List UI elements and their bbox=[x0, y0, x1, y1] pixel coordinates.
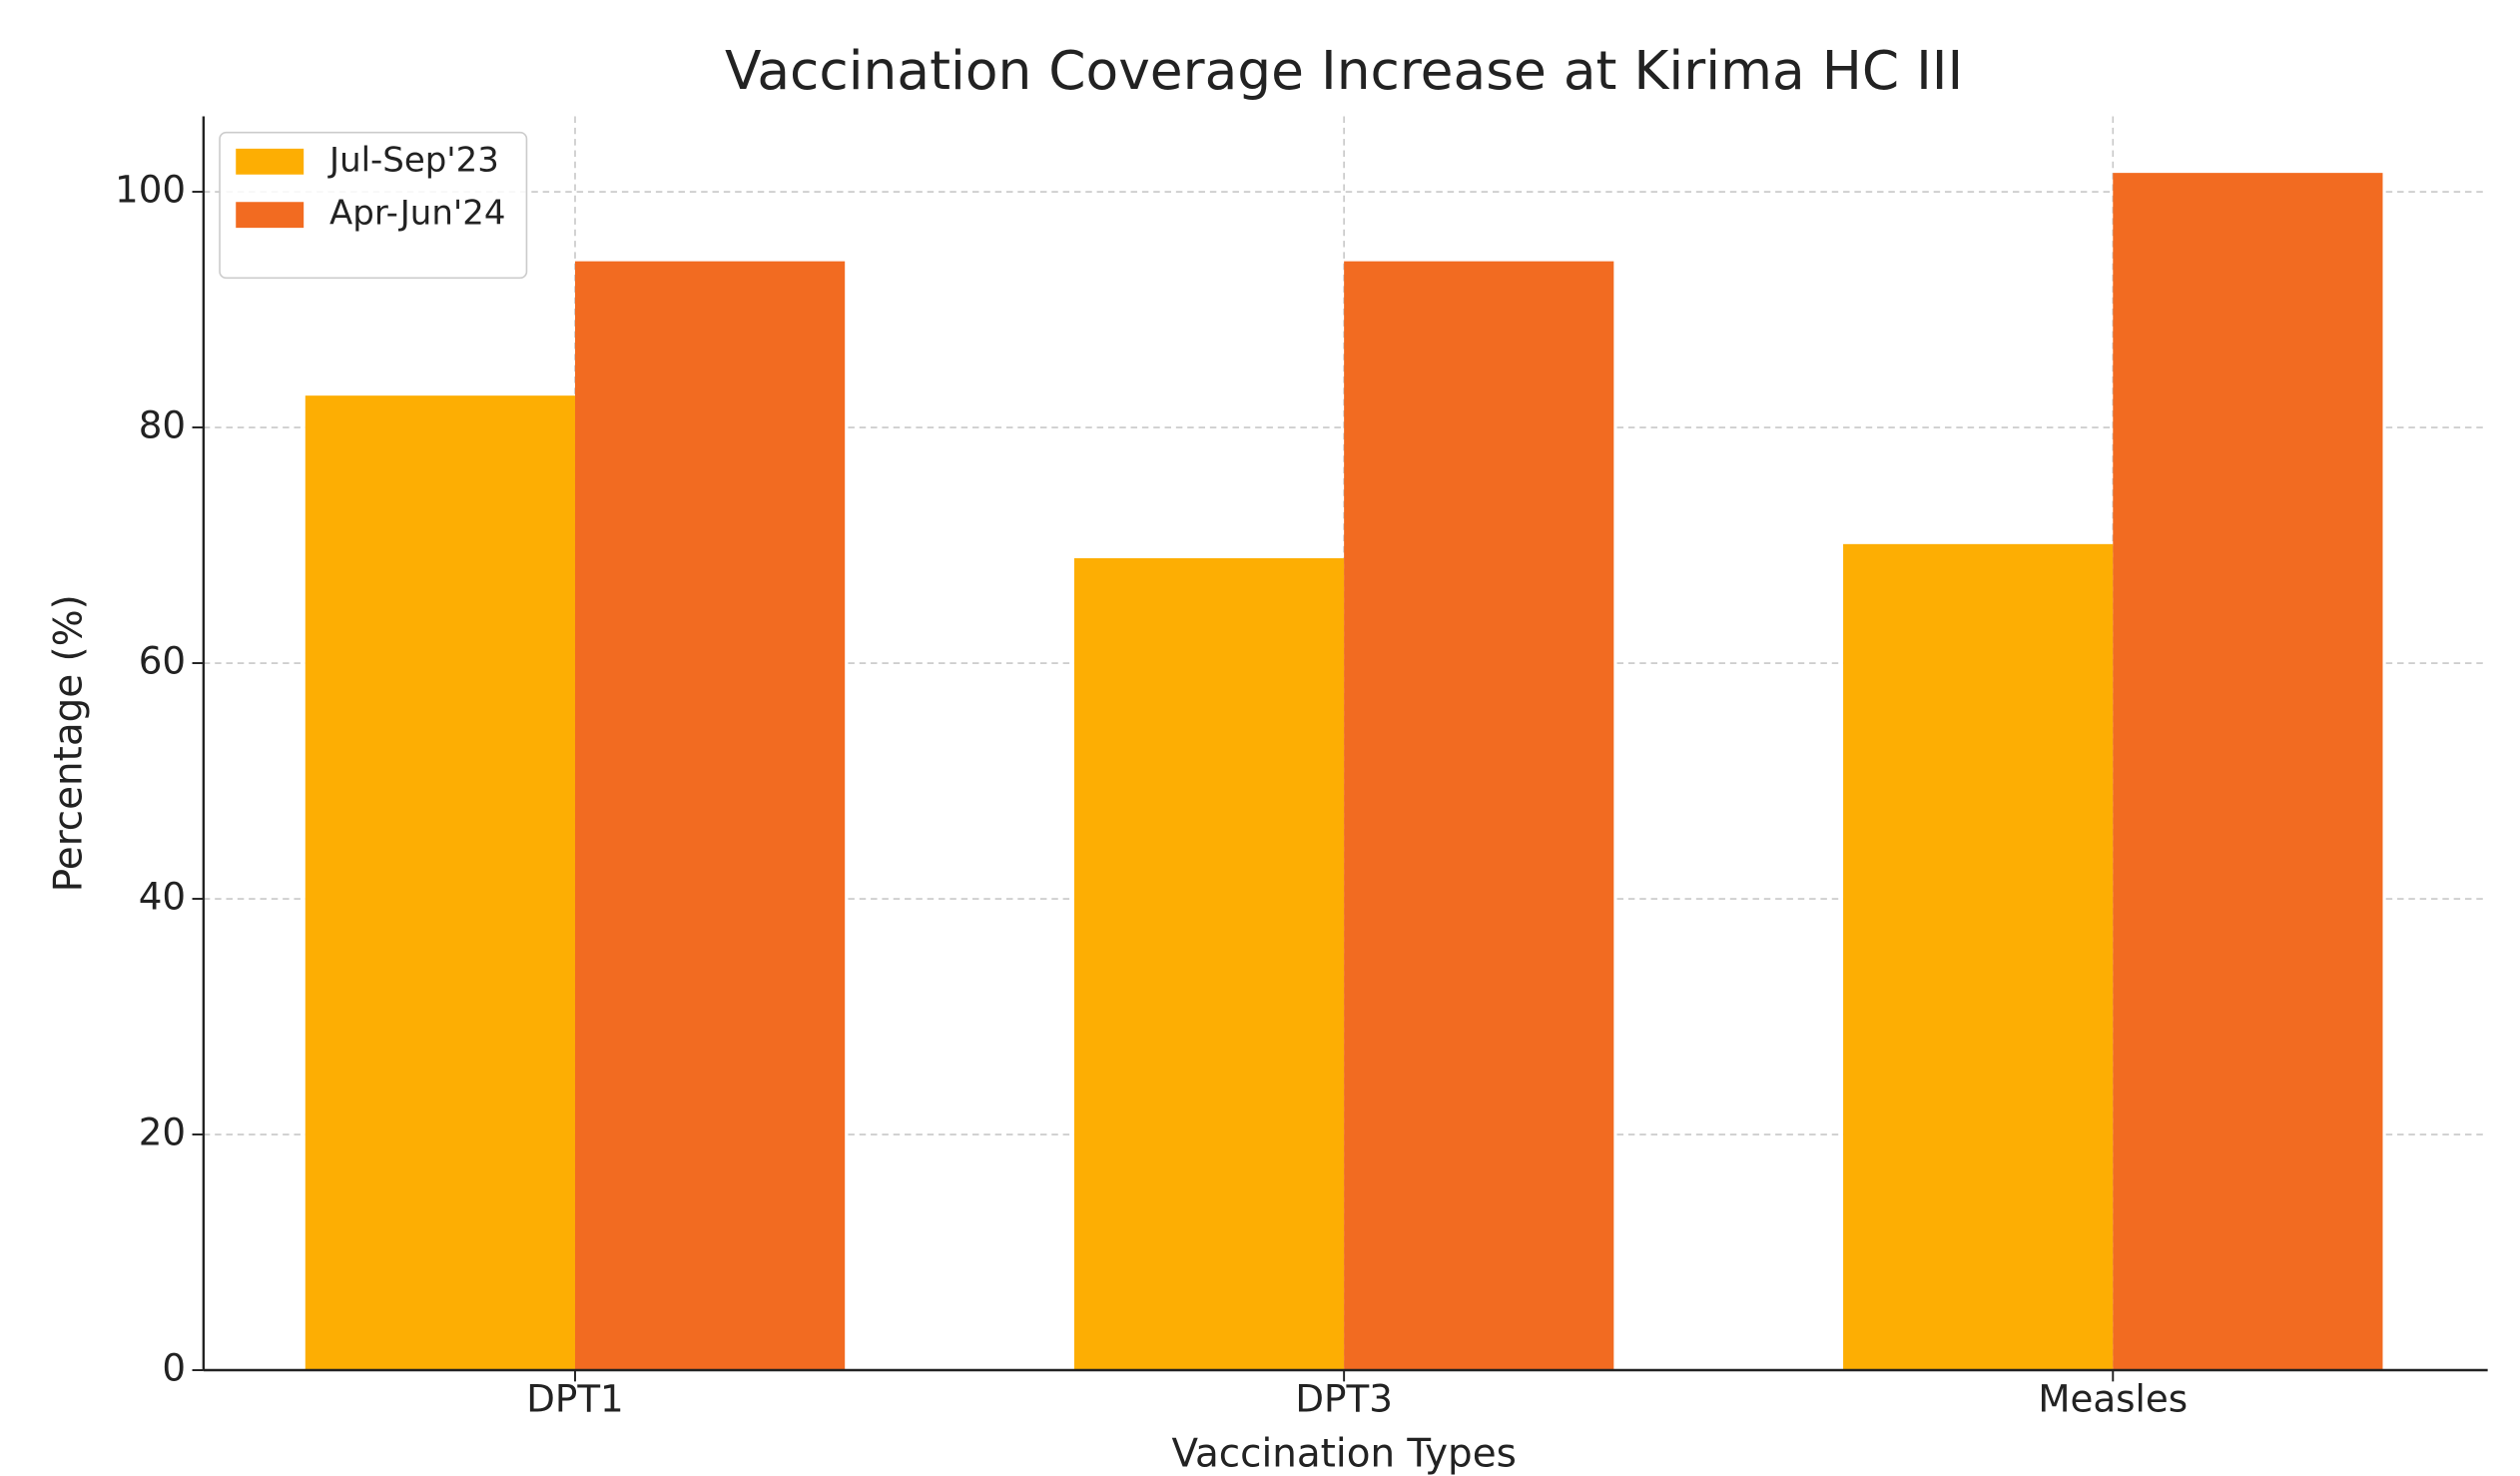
y-tick-label: 60 bbox=[139, 639, 186, 683]
x-tick-label: DPT1 bbox=[526, 1376, 623, 1420]
bar bbox=[1843, 543, 2114, 1371]
y-tick-label: 40 bbox=[139, 875, 186, 919]
bar bbox=[1073, 557, 1345, 1371]
legend-swatch bbox=[236, 202, 305, 229]
bar bbox=[1344, 261, 1614, 1371]
chart-title: Vaccination Coverage Increase at Kirima … bbox=[725, 39, 1963, 102]
y-axis-label: Percentage (%) bbox=[47, 594, 92, 892]
legend: Jul-Sep'23 Apr-Jun'24 bbox=[219, 131, 528, 280]
legend-swatch bbox=[236, 148, 305, 175]
x-tick-label: Measles bbox=[2038, 1376, 2188, 1420]
y-tick-label: 20 bbox=[139, 1110, 186, 1154]
bar bbox=[305, 395, 575, 1371]
y-tick-label: 0 bbox=[162, 1346, 186, 1390]
legend-label: Jul-Sep'23 bbox=[327, 140, 499, 180]
x-tick-label: DPT3 bbox=[1295, 1376, 1392, 1420]
y-tick-label: 100 bbox=[115, 168, 186, 212]
legend-label: Apr-Jun'24 bbox=[329, 194, 505, 234]
x-axis-label: Vaccination Types bbox=[1171, 1431, 1516, 1476]
bar bbox=[2113, 173, 2383, 1371]
bar bbox=[574, 261, 846, 1371]
y-tick-label: 80 bbox=[139, 403, 186, 447]
